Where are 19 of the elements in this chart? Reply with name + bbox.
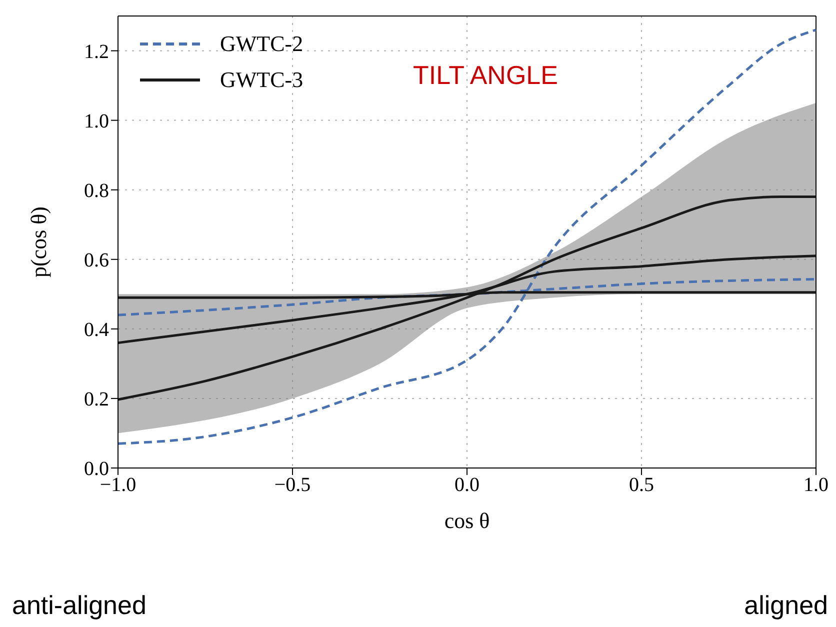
y-tick-label: 0.8 <box>84 180 109 202</box>
x-axis-title: cos θ <box>444 508 490 533</box>
annotation: TILT ANGLE <box>413 60 558 91</box>
y-axis-title: p(cos θ) <box>26 206 51 278</box>
text: aligned <box>744 590 828 621</box>
x-tick-label: 0.0 <box>454 474 480 496</box>
y-tick-label: 1.0 <box>84 110 109 132</box>
legend-label: GWTC-2 <box>220 31 304 57</box>
x-tick-label: 0.5 <box>629 474 654 496</box>
y-tick-label: 0.4 <box>84 319 109 342</box>
x-tick-label: −0.5 <box>274 474 311 496</box>
y-tick-label: 1.2 <box>84 40 109 63</box>
line-series <box>118 28 816 445</box>
text: anti-aligned <box>12 590 146 621</box>
y-tick-label: 0.2 <box>84 388 109 411</box>
line-series <box>118 196 816 401</box>
y-tick-label: 0.6 <box>84 249 109 272</box>
legend-label: GWTC-3 <box>220 67 304 93</box>
x-tick-label: 1.0 <box>804 474 828 496</box>
